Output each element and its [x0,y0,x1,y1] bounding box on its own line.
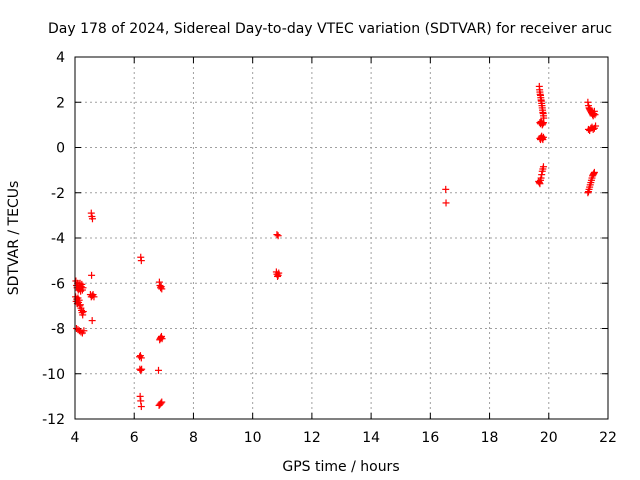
data-point [273,231,281,239]
data-point [137,403,145,411]
x-tick-label: 16 [421,430,439,446]
chart-title: Day 178 of 2024, Sidereal Day-to-day VTE… [48,21,612,37]
data-point [539,119,547,127]
data-point [90,293,98,301]
y-tick-label: -4 [51,231,65,247]
data-point [138,365,146,373]
data-point [137,354,145,362]
y-tick-label: -2 [51,186,65,202]
x-tick-label: 14 [362,430,380,446]
data-points [72,82,600,411]
x-tick-label: 18 [481,430,499,446]
x-tick-label: 10 [244,430,262,446]
data-point [442,185,450,193]
y-tick-label: 0 [56,141,65,157]
x-tick-label: 6 [130,430,139,446]
data-point [79,284,87,292]
x-tick-label: 22 [599,430,617,446]
y-tick-label: 4 [56,50,65,66]
y-tick-label: 2 [56,95,65,111]
y-tick-label: -10 [42,367,65,383]
data-point [158,398,166,406]
data-point [158,335,166,343]
plot-frame [74,56,609,420]
data-point [79,308,87,316]
data-point [80,327,88,335]
data-point [155,366,163,374]
grid-lines [75,57,608,419]
data-point [137,257,145,265]
data-point [136,353,144,361]
data-point [88,317,96,325]
data-point [442,199,450,207]
x-tick-label: 20 [540,430,558,446]
x-tick-label: 8 [189,430,198,446]
data-point [539,133,547,141]
x-tick-label: 12 [303,430,321,446]
y-tick-label: -6 [51,276,65,292]
data-point [157,399,165,407]
data-point [590,168,598,176]
data-point [77,328,85,336]
data-point [539,163,547,171]
data-point [88,215,96,223]
data-point [275,269,283,277]
data-point [158,285,166,293]
data-point [88,292,96,300]
y-tick-label: -12 [42,412,65,428]
x-axis-label: GPS time / hours [282,459,399,475]
y-tick-label: -8 [51,322,65,338]
data-point [591,111,599,119]
x-tick-label: 4 [71,430,80,446]
data-point [137,366,145,374]
data-point [592,122,600,130]
data-point [274,232,282,240]
data-point [88,271,96,279]
y-axis-label: SDTVAR / TECUs [6,181,22,296]
